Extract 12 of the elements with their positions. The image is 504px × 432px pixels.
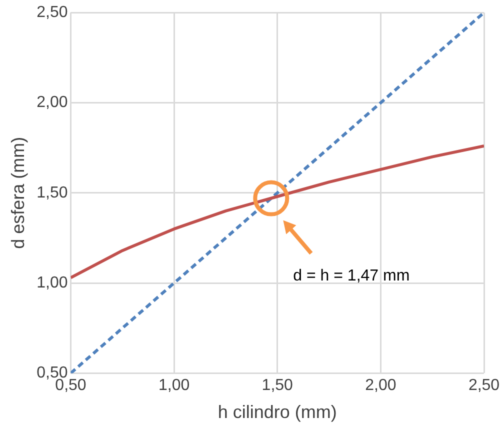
- annotation: d = h = 1,47 mm: [293, 268, 410, 285]
- x-axis-title: h cilindro (mm): [218, 402, 337, 422]
- x-tick-label: 1,50: [262, 377, 294, 394]
- y-tick-label: 1,00: [36, 274, 68, 292]
- y-tick-label: 2,50: [36, 4, 68, 22]
- y-tick-label: 1,50: [36, 184, 68, 202]
- x-tick-label: 1,00: [158, 377, 190, 394]
- x-tick-label: 2,00: [365, 377, 396, 394]
- x-tick-label: 0,50: [55, 377, 86, 394]
- y-axis-title: d esfera (mm): [8, 136, 28, 249]
- x-tick-label: 2,50: [468, 377, 500, 394]
- y-tick-label: 2,00: [36, 94, 68, 112]
